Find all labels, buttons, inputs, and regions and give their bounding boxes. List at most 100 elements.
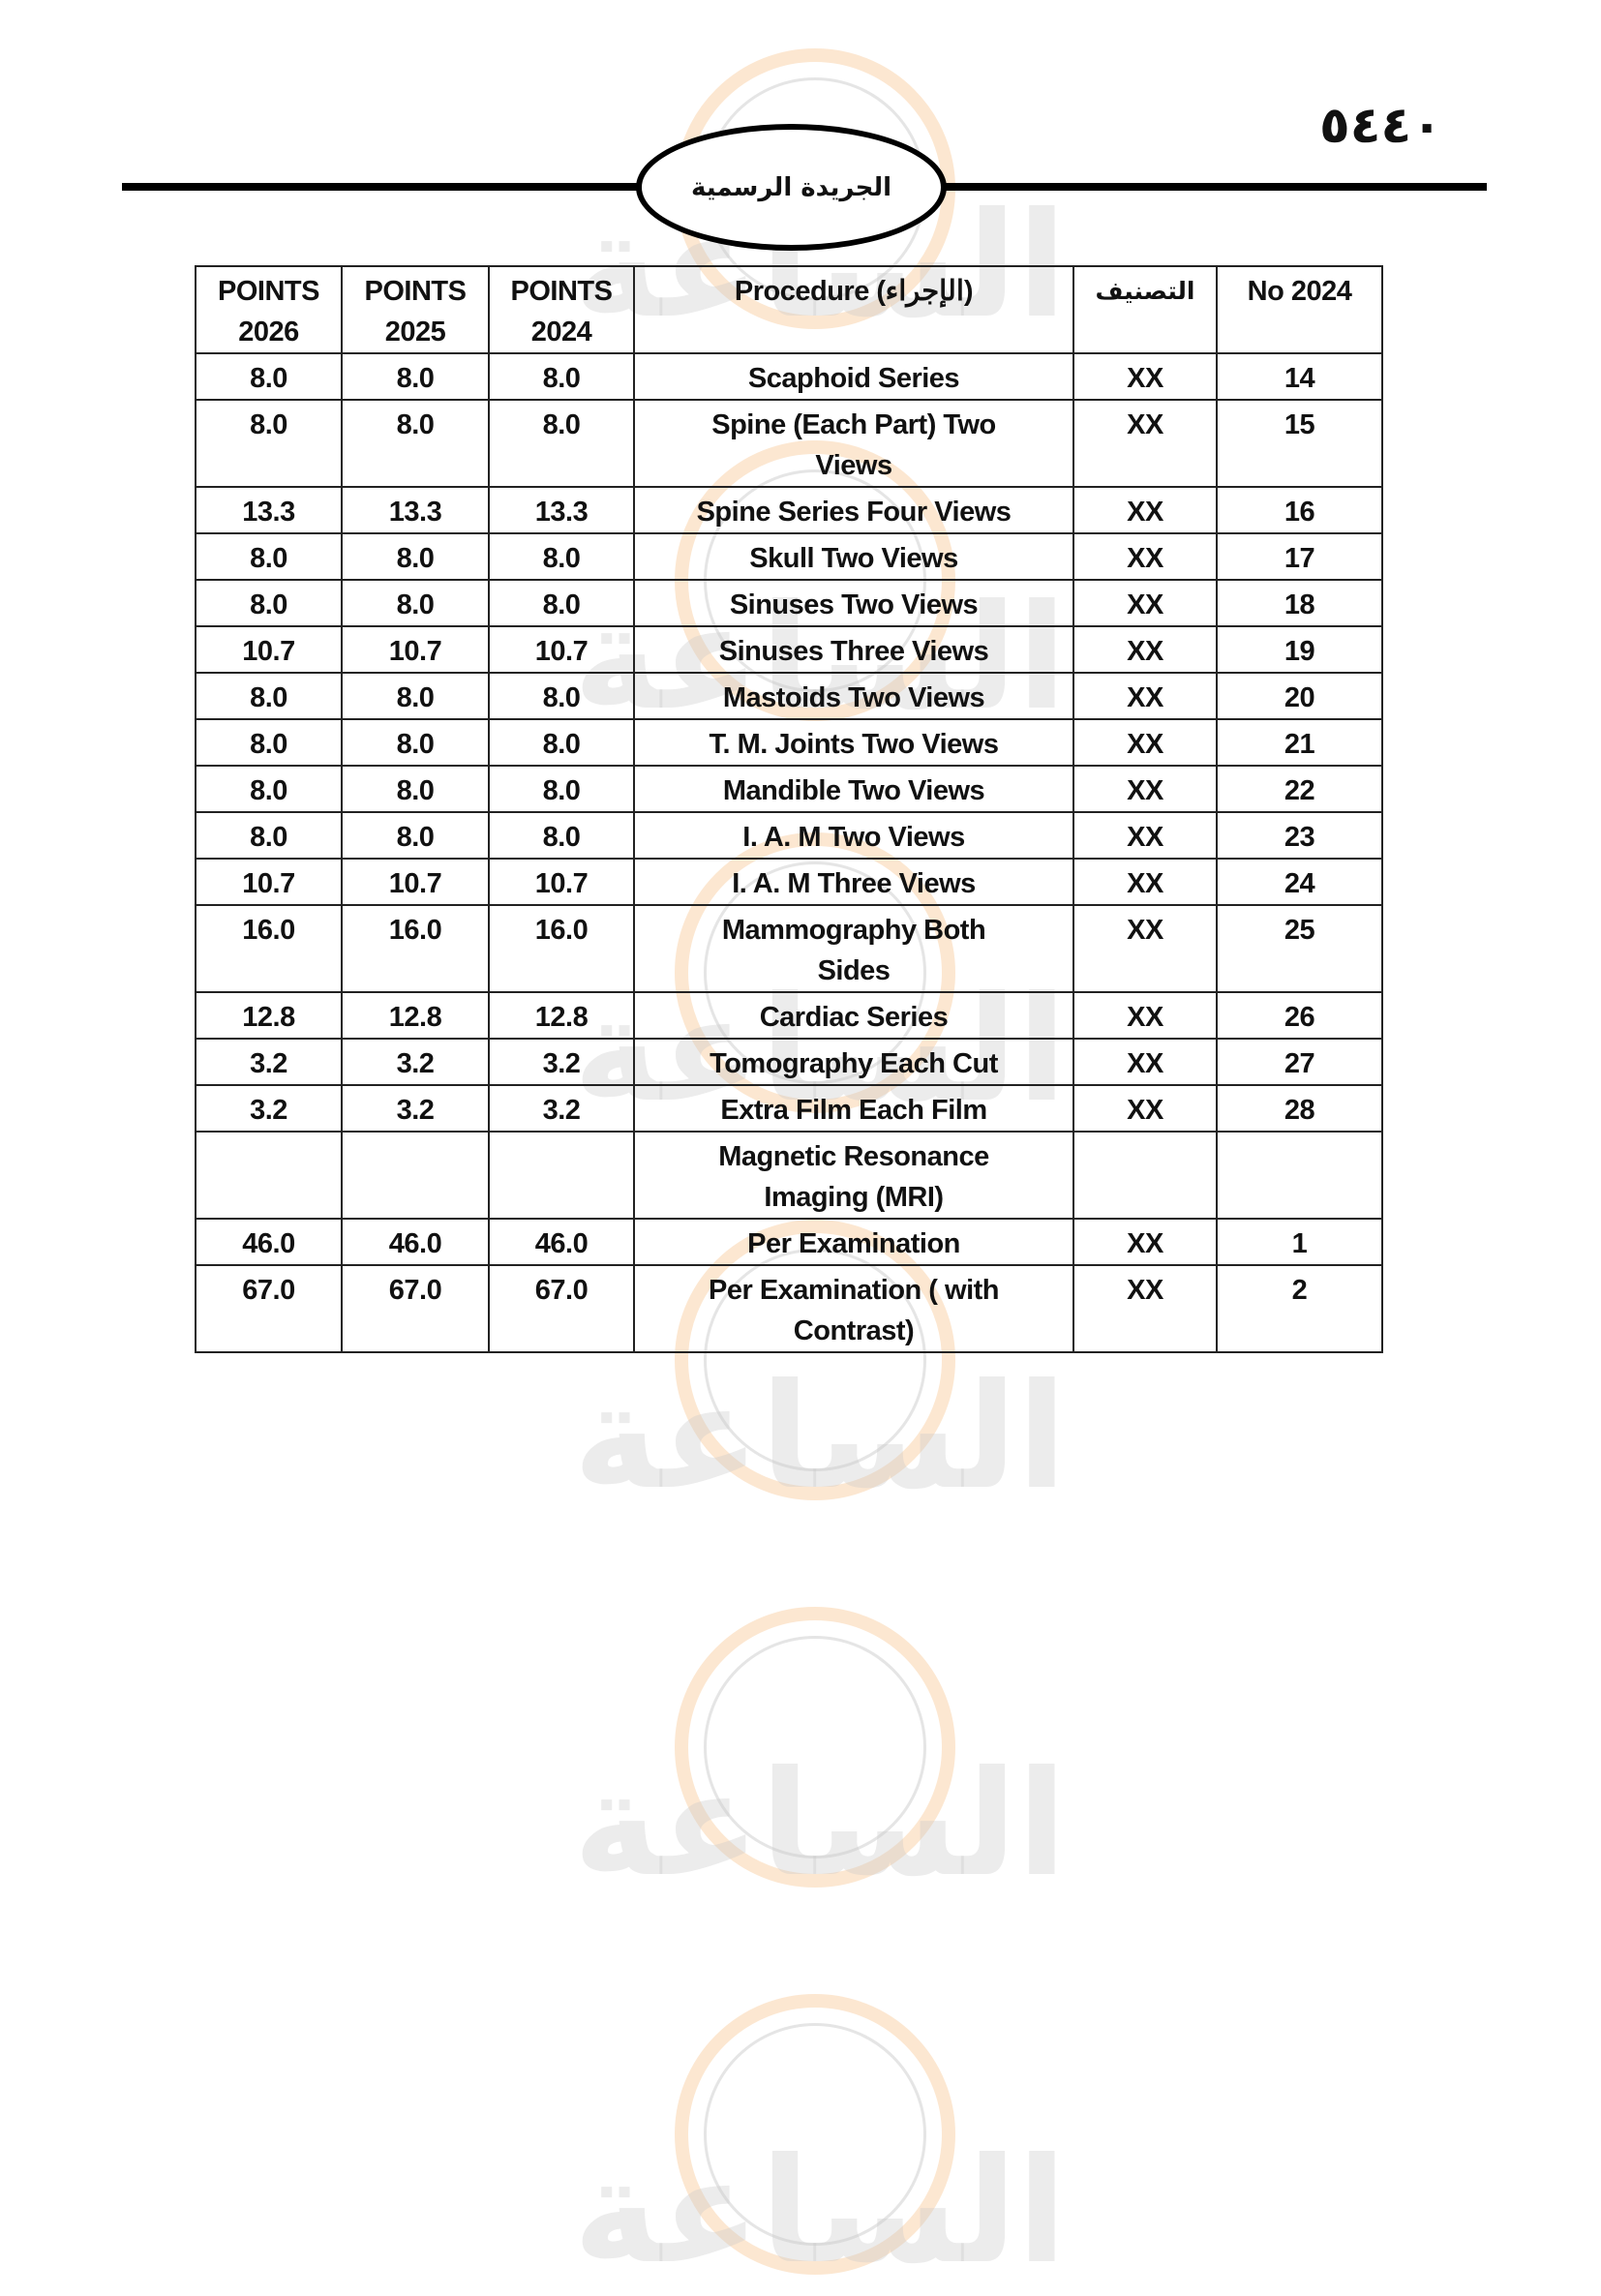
number-cell: 2	[1216, 1264, 1383, 1353]
points-2024-cell: 8.0	[488, 399, 635, 488]
points-2026-cell: 3.2	[195, 1038, 343, 1086]
procedure-cell: Sinuses Three Views	[633, 625, 1074, 674]
header-procedure: Procedure (الإجراء)	[633, 265, 1074, 354]
points-2024-cell: 12.8	[488, 991, 635, 1040]
header-points-2025: POINTS 2025	[341, 265, 490, 354]
procedure-cell: Spine Series Four Views	[633, 486, 1074, 534]
table-row: 8.0 8.0 8.0 Mastoids Two Views XX 20	[195, 672, 1383, 720]
classification-cell: XX	[1072, 352, 1218, 401]
classification-cell: XX	[1072, 1264, 1218, 1353]
header-label: POINTS 2026	[218, 276, 319, 347]
table-row: 8.0 8.0 8.0 T. M. Joints Two Views XX 21	[195, 718, 1383, 767]
procedure-label: I. A. M Two Views	[742, 822, 965, 853]
number-cell: 16	[1216, 486, 1383, 534]
points-2025-cell: 8.0	[341, 672, 490, 720]
points-2026-cell: 8.0	[195, 765, 343, 813]
classification-cell: XX	[1072, 625, 1218, 674]
procedure-cell: Extra Film Each Film	[633, 1084, 1074, 1133]
classification-cell: XX	[1072, 811, 1218, 860]
points-2025-cell	[341, 1131, 490, 1220]
number-cell: 14	[1216, 352, 1383, 401]
points-2024-cell	[488, 1131, 635, 1220]
table-row: 16.0 16.0 16.0 Mammography Both Sides XX 25	[195, 904, 1383, 993]
header-classification: التصنيف	[1072, 265, 1218, 354]
header-label: POINTS 2025	[364, 276, 467, 347]
number-cell: 27	[1216, 1038, 1383, 1086]
classification-cell: XX	[1072, 1218, 1218, 1266]
points-2024-cell: 8.0	[488, 718, 635, 767]
table-row: 12.8 12.8 12.8 Cardiac Series XX 26	[195, 991, 1383, 1040]
number-cell: 1	[1216, 1218, 1383, 1266]
table-row: 3.2 3.2 3.2 Tomography Each Cut XX 27	[195, 1038, 1383, 1086]
classification-cell: XX	[1072, 765, 1218, 813]
number-cell: 20	[1216, 672, 1383, 720]
procedure-cell: Per Examination	[633, 1218, 1074, 1266]
table-row: 8.0 8.0 8.0 Spine (Each Part) Two Views XX 15	[195, 399, 1383, 488]
procedure-label: Per Examination	[747, 1228, 960, 1259]
table-row: 3.2 3.2 3.2 Extra Film Each Film XX 28	[195, 1084, 1383, 1133]
points-2025-cell: 8.0	[341, 399, 490, 488]
points-2026-cell: 67.0	[195, 1264, 343, 1353]
procedure-cell: Skull Two Views	[633, 532, 1074, 581]
number-cell: 15	[1216, 399, 1383, 488]
header-label: POINTS 2024	[510, 276, 613, 347]
table-row: 10.7 10.7 10.7 I. A. M Three Views XX 24	[195, 858, 1383, 906]
watermark-logo: الساعة	[573, 1984, 1067, 2294]
points-2026-cell: 10.7	[195, 625, 343, 674]
classification-cell: XX	[1072, 904, 1218, 993]
number-cell	[1216, 1131, 1383, 1220]
procedure-cell: Spine (Each Part) Two Views	[633, 399, 1074, 488]
procedure-cell: Cardiac Series	[633, 991, 1074, 1040]
points-2026-cell: 10.7	[195, 858, 343, 906]
points-2026-cell: 8.0	[195, 811, 343, 860]
procedure-label: Skull Two Views	[749, 543, 958, 574]
procedure-label: Tomography Each Cut	[710, 1048, 998, 1079]
points-2026-cell: 8.0	[195, 399, 343, 488]
points-2025-cell: 8.0	[341, 765, 490, 813]
points-2025-cell: 16.0	[341, 904, 490, 993]
table-row: Magnetic Resonance Imaging (MRI)	[195, 1131, 1383, 1220]
procedure-label: Cardiac Series	[759, 1002, 949, 1033]
points-2025-cell: 8.0	[341, 579, 490, 627]
number-cell: 24	[1216, 858, 1383, 906]
procedure-cell: Scaphoid Series	[633, 352, 1074, 401]
procedure-cell: T. M. Joints Two Views	[633, 718, 1074, 767]
points-2026-cell: 46.0	[195, 1218, 343, 1266]
table-row: 8.0 8.0 8.0 Mandible Two Views XX 22	[195, 765, 1383, 813]
points-2024-cell: 67.0	[488, 1264, 635, 1353]
gazette-title: الجريدة الرسمية	[691, 172, 891, 202]
page-number: ٥٤٤٠	[1319, 97, 1442, 155]
procedure-label: Spine Series Four Views	[696, 497, 1012, 528]
points-2025-cell: 8.0	[341, 532, 490, 581]
table-row: 8.0 8.0 8.0 Sinuses Two Views XX 18	[195, 579, 1383, 627]
gazette-title-badge: الجريدة الرسمية	[636, 124, 947, 251]
points-2024-cell: 16.0	[488, 904, 635, 993]
header-points-2024: POINTS 2024	[488, 265, 635, 354]
points-2024-cell: 8.0	[488, 579, 635, 627]
procedure-cell: Sinuses Two Views	[633, 579, 1074, 627]
procedure-label: Mammography Both Sides	[721, 915, 986, 986]
classification-cell: XX	[1072, 672, 1218, 720]
number-cell: 26	[1216, 991, 1383, 1040]
points-2024-cell: 10.7	[488, 625, 635, 674]
points-2024-cell: 8.0	[488, 532, 635, 581]
procedure-label: Scaphoid Series	[747, 363, 960, 394]
points-2025-cell: 3.2	[341, 1084, 490, 1133]
points-2025-cell: 3.2	[341, 1038, 490, 1086]
points-2024-cell: 3.2	[488, 1038, 635, 1086]
procedure-cell: Per Examination ( with Contrast)	[633, 1264, 1074, 1353]
classification-cell: XX	[1072, 858, 1218, 906]
table-row: 46.0 46.0 46.0 Per Examination XX 1	[195, 1218, 1383, 1266]
number-cell: 19	[1216, 625, 1383, 674]
points-2024-cell: 10.7	[488, 858, 635, 906]
table-row: 8.0 8.0 8.0 Scaphoid Series XX 14	[195, 352, 1383, 401]
points-2024-cell: 8.0	[488, 811, 635, 860]
number-cell: 23	[1216, 811, 1383, 860]
points-2026-cell: 13.3	[195, 486, 343, 534]
procedure-cell: I. A. M Two Views	[633, 811, 1074, 860]
procedure-label: Sinuses Two Views	[729, 589, 979, 620]
procedure-label: Extra Film Each Film	[720, 1095, 987, 1126]
classification-cell: XX	[1072, 718, 1218, 767]
points-2025-cell: 8.0	[341, 811, 490, 860]
procedure-label: Mastoids Two Views	[722, 682, 985, 713]
